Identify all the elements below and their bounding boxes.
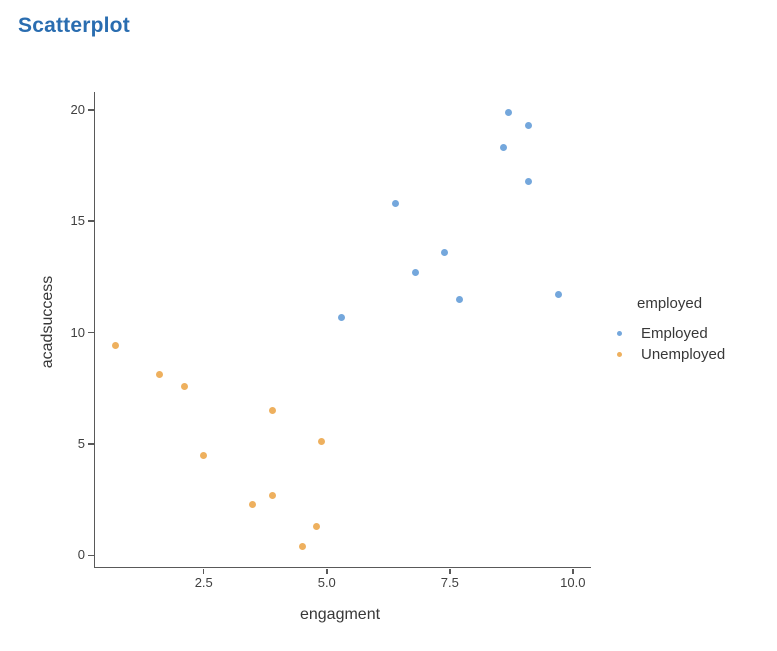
x-tick-label: 5.0 [317,575,336,590]
data-point-employed [505,108,513,116]
x-tick [449,568,451,574]
legend-label-unemployed: Unemployed [641,346,726,363]
y-tick [88,331,94,334]
data-point-unemployed [249,500,257,508]
x-axis-title: engagment [299,606,381,623]
y-tick-label: 5 [77,436,85,452]
legend-entry-employed: Employed [608,323,725,344]
y-axis-title: acadsuccess [39,275,56,369]
data-point-unemployed [313,522,321,530]
y-tick-label: 0 [77,547,85,563]
x-tick [572,568,574,574]
x-tick-label: 10.0 [560,575,586,590]
data-point-employed [554,291,562,299]
data-point-employed [500,144,508,152]
plot-panel [93,92,591,568]
data-point-unemployed [180,382,188,390]
data-point-unemployed [298,543,306,550]
x-tick-label: 2.5 [194,575,213,590]
legend-label-employed: Employed [641,325,708,342]
x-tick [202,568,205,574]
data-point-unemployed [155,371,163,379]
y-tick-label: 10 [70,324,85,340]
page-title: Scatterplot [18,14,130,37]
legend-title: employed [637,295,703,312]
data-point-employed [456,295,464,303]
legend-entry-unemployed: Unemployed [608,344,725,365]
legend-key-unemployed-dot [617,352,622,357]
y-tick [88,109,94,111]
data-point-unemployed [269,407,277,415]
data-point-unemployed [200,451,208,459]
legend-key-employed-dot [617,331,622,336]
y-tick [88,220,94,222]
data-point-unemployed [318,438,326,446]
data-point-unemployed [269,491,277,499]
data-point-employed [338,313,346,321]
data-point-employed [392,199,400,207]
y-tick-label: 20 [70,101,85,117]
data-point-employed [525,177,532,185]
legend: employed Employed Unemployed [608,294,725,365]
data-point-employed [441,248,449,256]
data-point-employed [525,121,532,129]
y-tick-label: 15 [70,213,85,229]
x-tick [326,568,328,574]
data-point-employed [411,268,419,276]
y-tick [88,554,94,557]
data-point-unemployed [111,342,119,350]
x-tick-label: 7.5 [440,575,459,590]
y-tick [88,443,94,445]
